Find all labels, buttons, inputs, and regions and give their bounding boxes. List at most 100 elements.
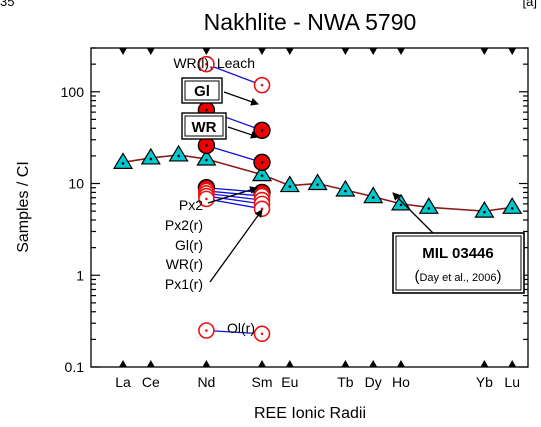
label-wrr: WR(r) [166, 256, 203, 272]
mil-legend-title: MIL 03446 [422, 245, 493, 262]
marker-triangle-mil-03446 [307, 173, 328, 191]
marker-dot [427, 207, 431, 210]
marker-triangle-mil-03446 [363, 186, 384, 204]
marker-dot [260, 207, 264, 211]
marker-dot [149, 157, 153, 161]
wr-label-box-inner [184, 115, 224, 137]
x-tick-label-ce: Ce [142, 374, 160, 390]
chart-title: Nakhlite - NWA 5790 [204, 9, 417, 35]
label-gl: Gl [194, 83, 210, 100]
marker-triangle-mil-03446 [502, 197, 523, 214]
y-tick-label: 1 [76, 267, 84, 283]
x-tick-top-nd [202, 48, 211, 55]
arrow-px2 [207, 186, 258, 204]
series-line-wr [206, 144, 263, 163]
x-tick-labels: La Ce Nd Sm Eu Tb Dy Ho Yb Lu [115, 374, 520, 390]
arrow-mil [392, 192, 434, 234]
x-tick-bottom-ce [146, 360, 155, 367]
marker-dot [260, 129, 264, 132]
y-tick-label: 0.1 [65, 359, 85, 375]
mil-legend-box-inner [395, 235, 522, 291]
x-tick-top-lu [508, 48, 517, 55]
y-tick-label: 10 [68, 176, 84, 192]
x-tick-bottom-tb [341, 360, 350, 367]
y-tick-label: 100 [61, 84, 85, 100]
x-tick-label-yb: Yb [476, 374, 493, 390]
marker-dot [344, 189, 347, 193]
x-tick-label-ho: Ho [392, 374, 410, 390]
arrow-gl [223, 91, 259, 106]
marker-dot [260, 332, 264, 336]
label-px1r: Px1(r) [165, 276, 203, 292]
series-line-wr-r [206, 195, 263, 205]
marker-triangle-mil-03446 [335, 179, 356, 197]
corner-label-right: [a] [522, 0, 537, 9]
series-line-wr-l-leach [206, 63, 263, 86]
x-tick-top-sm [258, 48, 266, 55]
sample-connector-lines [206, 63, 263, 335]
mil-citation-paren-open: ( [414, 268, 419, 285]
x-tick-bottom-ho [397, 360, 405, 367]
x-tick-top-tb [341, 48, 350, 55]
x-tick-top-dy [369, 48, 378, 55]
marker-dot [205, 62, 208, 66]
sample-markers [197, 55, 271, 343]
marker-dot [510, 207, 514, 210]
series-line-ol-r [206, 329, 263, 335]
mil-legend-box [392, 232, 525, 294]
marker-dot [205, 329, 208, 332]
label-wr: WR [192, 119, 217, 136]
mil-citation-paren-close: ) [497, 268, 502, 285]
x-tick-label-lu: Lu [504, 374, 520, 390]
marker-dot [205, 144, 208, 147]
marker-triangle-mil-03446 [196, 148, 217, 166]
series-line-gl-r [206, 192, 263, 201]
x-tick-top-eu [285, 48, 294, 55]
marker-triangle-mil-03446 [168, 144, 189, 162]
annotations: WR(l), Leach Gl WR Px2 Px2(r) Gl(r) WR(r… [165, 55, 525, 336]
marker-triangle-mil-03446 [251, 164, 273, 182]
marker-dot [205, 197, 208, 201]
x-axis-label: REE Ionic Radii [254, 405, 366, 422]
wr-label-box [181, 112, 227, 140]
marker-dot [121, 162, 125, 165]
marker-dot [205, 158, 208, 162]
marker-dot [483, 210, 486, 214]
gl-label-box-inner [184, 80, 220, 101]
x-tick-bottom-lu [508, 360, 517, 367]
y-axis-label: Samples / CI [15, 161, 32, 253]
marker-dot [316, 183, 319, 186]
marker-dot [371, 196, 375, 199]
marker-dot [399, 203, 403, 207]
marker-dot [288, 185, 292, 188]
y-tick-labels: 0.1 1 10 100 [61, 84, 85, 375]
x-tick-label-tb: Tb [337, 374, 354, 390]
marker-dot [260, 161, 264, 164]
marker-triangle-mil-03446 [279, 175, 300, 193]
reference-markers [112, 144, 523, 218]
x-tick-label-sm: Sm [252, 374, 273, 390]
x-tick-bottom-nd [202, 360, 211, 367]
marker-triangle-mil-03446 [140, 147, 161, 165]
marker-dot [260, 83, 264, 87]
marker-dot [205, 108, 208, 112]
marker-triangle-mil-03446 [418, 197, 439, 214]
x-tick-label-eu: Eu [281, 374, 298, 390]
x-tick-label-nd: Nd [197, 374, 215, 390]
arrow-px-group [209, 209, 263, 283]
marker-dot [260, 174, 264, 177]
marker-triangle-mil-03446 [112, 152, 134, 169]
x-tick-bottom-dy [369, 360, 378, 367]
x-tick-label-dy: Dy [365, 374, 382, 390]
corner-label-left: 35 [0, 0, 15, 9]
x-tick-top-ce [146, 48, 155, 55]
x-tick-bottom-sm [258, 360, 266, 367]
x-tick-bottom-eu [285, 360, 294, 367]
series-line-px2-r [206, 190, 263, 197]
mil-citation-text: Day et al., 2006 [419, 272, 496, 284]
x-tick-top-ho [397, 48, 405, 55]
x-tick-bottom-la [119, 360, 127, 367]
x-tick-top-yb [480, 48, 489, 55]
x-tick-label-la: La [115, 374, 131, 390]
